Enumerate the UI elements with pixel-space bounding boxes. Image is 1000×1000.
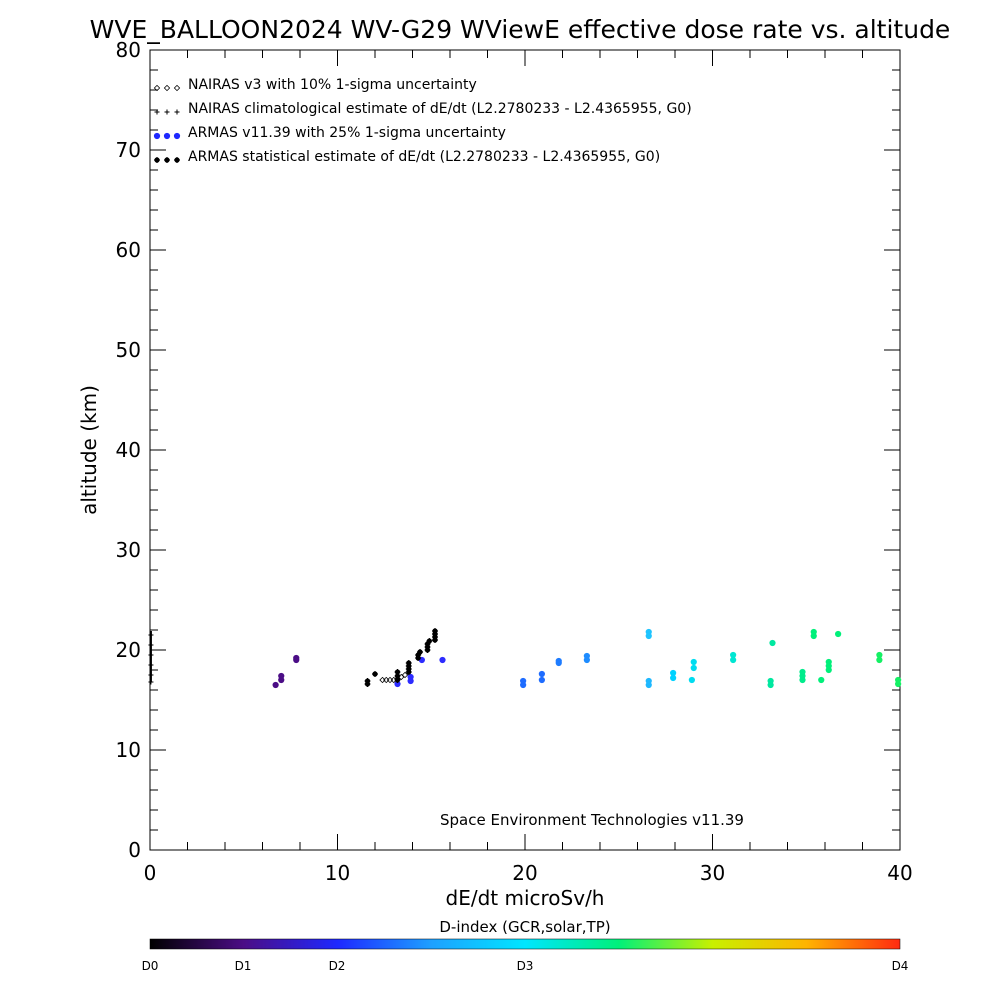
legend-label: ARMAS v11.39 with 25% 1-sigma uncertaint… [188, 125, 506, 141]
colorbar-label: D3 [517, 959, 534, 973]
legend-item: NAIRAS climatological estimate of dE/dt … [154, 101, 692, 117]
data-point-dot [670, 674, 677, 682]
data-point-dot [645, 677, 652, 685]
data-point-dot [645, 628, 652, 636]
y-tick-label: 80 [116, 38, 141, 62]
data-point-asterisk [405, 660, 412, 666]
data-point-dot [730, 656, 737, 664]
colorbar [149, 938, 901, 950]
y-axis-label: altitude (km) [77, 385, 101, 515]
data-point-dot [439, 656, 446, 664]
data-point-dot [583, 652, 590, 660]
y-tick-label: 20 [116, 638, 141, 662]
data-point-dot [670, 669, 677, 677]
legend-label: ARMAS statistical estimate of dE/dt (L2.… [188, 149, 660, 165]
legend-symbol-dot [153, 132, 181, 140]
data-point-asterisk [432, 628, 438, 634]
data-point-dot [688, 676, 695, 684]
y-tick-label: 40 [116, 438, 141, 462]
y-tick-label: 50 [116, 338, 141, 362]
data-point-dot [767, 677, 774, 685]
data-point-dot [818, 676, 825, 684]
legend-label: NAIRAS v3 with 10% 1-sigma uncertainty [188, 77, 477, 93]
y-tick-label: 70 [116, 138, 141, 162]
data-point-dot [769, 639, 776, 647]
plot-frame [149, 49, 901, 851]
y-tick-label: 60 [116, 238, 141, 262]
data-point-asterisk [372, 671, 378, 677]
data-point-asterisk [426, 638, 433, 644]
data-point-dot [394, 680, 401, 688]
y-tick-label: 0 [128, 838, 141, 862]
chart-title: WVE_BALLOON2024 WV-G29 WViewE effective … [90, 15, 951, 44]
data-point-dot [293, 654, 300, 662]
data-point-asterisk [417, 649, 423, 655]
x-tick-label: 40 [887, 861, 912, 885]
colorbar-label: D2 [329, 959, 346, 973]
colorbar-title: D-index (GCR,solar,TP) [439, 918, 610, 936]
legend-symbol-plus [154, 109, 180, 115]
data-point-plus [148, 632, 154, 638]
legend-label: NAIRAS climatological estimate of dE/dt … [188, 101, 692, 117]
data-point-plus [148, 652, 154, 658]
legend-symbol-asterisk [154, 157, 180, 163]
data-point-dot [555, 657, 562, 665]
data-point-dot [810, 628, 817, 636]
data-marks [148, 628, 902, 689]
series-dot [272, 628, 902, 689]
credit-annotation: Space Environment Technologies v11.39 [440, 811, 744, 829]
legend-item: NAIRAS v3 with 10% 1-sigma uncertainty [153, 77, 477, 93]
data-point-dot [272, 681, 279, 689]
series-plus [148, 632, 154, 685]
data-point-plus [148, 642, 154, 648]
data-point-dot [835, 630, 842, 638]
legend-item: ARMAS v11.39 with 25% 1-sigma uncertaint… [153, 125, 506, 141]
data-point-dot [876, 656, 883, 664]
colorbar-labels: D0 D1 D2 D3 D4 [142, 959, 909, 973]
data-point-dot [876, 651, 883, 659]
data-point-dot [278, 672, 285, 680]
data-point-diamond [379, 676, 386, 684]
data-point-dot [799, 668, 806, 676]
x-tick-label: 20 [512, 861, 537, 885]
data-point-asterisk [364, 678, 371, 684]
data-point-plus [148, 662, 154, 668]
data-point-dot [520, 677, 527, 685]
series-asterisk [364, 628, 438, 687]
data-point-plus [148, 672, 154, 678]
data-point-dot [690, 664, 697, 672]
data-point-diamond [386, 676, 394, 684]
data-point-diamond [401, 671, 409, 679]
x-tick-label: 10 [325, 861, 350, 885]
legend-symbol-diamond [153, 84, 181, 92]
data-point-dot [825, 658, 832, 666]
colorbar-label: D1 [235, 959, 252, 973]
data-point-plus [148, 679, 154, 685]
data-point-diamond [383, 676, 390, 684]
y-axis-ticks: 0 10 20 30 40 50 60 70 80 [116, 38, 900, 862]
data-point-dot [730, 651, 737, 659]
data-point-asterisk [394, 669, 401, 675]
data-point-dot [895, 676, 902, 684]
data-point-dot [538, 670, 545, 678]
x-axis-label: dE/dt microSv/h [446, 886, 605, 910]
colorbar-label: D0 [142, 959, 159, 973]
data-point-dot [690, 658, 697, 666]
legend-item: ARMAS statistical estimate of dE/dt (L2.… [154, 149, 660, 165]
data-point-dot [407, 673, 414, 681]
x-tick-label: 0 [144, 861, 157, 885]
x-tick-label: 30 [700, 861, 725, 885]
y-tick-label: 30 [116, 538, 141, 562]
data-point-dot [538, 676, 545, 684]
y-tick-label: 10 [116, 738, 141, 762]
colorbar-label: D4 [892, 959, 909, 973]
legend: NAIRAS v3 with 10% 1-sigma uncertainty NA… [153, 77, 692, 165]
x-axis-ticks: 0 10 20 30 40 [144, 50, 913, 885]
